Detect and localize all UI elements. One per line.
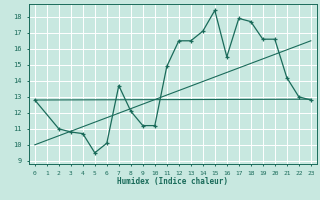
X-axis label: Humidex (Indice chaleur): Humidex (Indice chaleur) (117, 177, 228, 186)
